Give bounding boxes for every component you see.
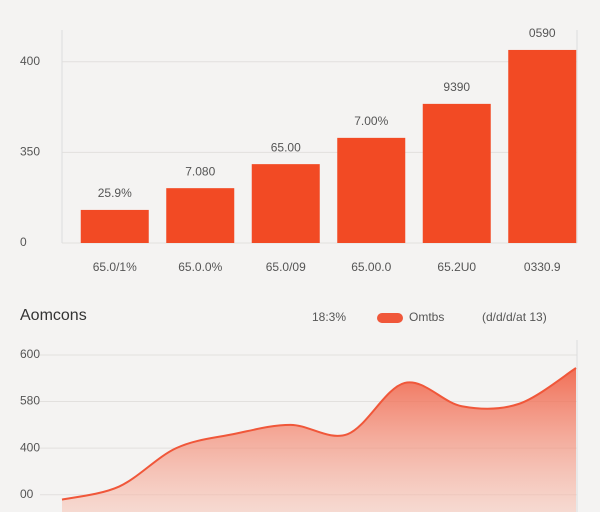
- legend-note: 18:3%: [312, 310, 346, 324]
- data-label: 9390: [443, 80, 470, 94]
- legend-label: Omtbs: [409, 310, 444, 324]
- data-label: 25.9%: [98, 186, 132, 200]
- line: [61, 367, 577, 501]
- bar: [166, 188, 235, 243]
- y-tick-label: 400: [20, 440, 40, 454]
- x-tick-label: 65.0.0%: [178, 260, 222, 274]
- y-tick-label: 00: [20, 487, 34, 501]
- y-tick-label: 400: [20, 54, 40, 68]
- chart-title: Aomcons: [20, 307, 87, 324]
- y-tick-label: 0: [20, 235, 27, 249]
- y-tick-label: 580: [20, 394, 40, 408]
- legend-note: (d/d/d/at 13): [482, 310, 547, 324]
- bar: [422, 103, 491, 244]
- x-tick-label: 65.0/1%: [93, 260, 137, 274]
- bar: [251, 164, 320, 243]
- data-label: 7.080: [185, 164, 215, 178]
- data-label: 7.00%: [354, 114, 388, 128]
- data-label: 65.00: [271, 140, 301, 154]
- x-tick-label: 0330.9: [524, 260, 561, 274]
- bar: [337, 137, 406, 243]
- y-tick-label: 600: [20, 347, 40, 361]
- y-tick-label: 350: [20, 145, 40, 159]
- x-tick-label: 65.00.0: [351, 260, 391, 274]
- bar: [80, 209, 149, 243]
- bar: [508, 49, 577, 243]
- legend-swatch: [377, 313, 403, 323]
- x-tick-label: 65.2U0: [437, 260, 476, 274]
- x-tick-label: 65.0/09: [266, 260, 306, 274]
- data-label: 0590: [529, 26, 556, 40]
- area: [62, 368, 576, 512]
